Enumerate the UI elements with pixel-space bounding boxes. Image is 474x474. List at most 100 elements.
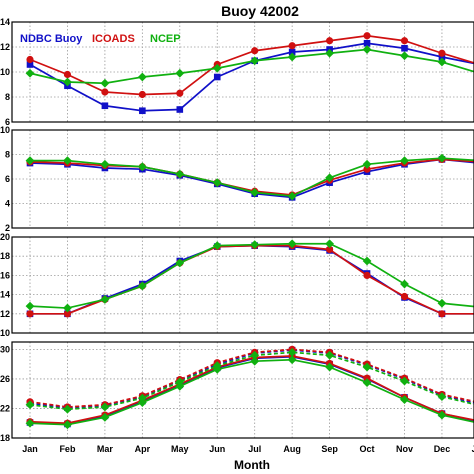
x-tick-label: Mar xyxy=(97,444,114,454)
y-tick-label: 30 xyxy=(0,344,10,354)
x-tick-label: Feb xyxy=(59,444,76,454)
point-icoads xyxy=(363,165,371,173)
point-icoads xyxy=(400,37,409,45)
point-icoads xyxy=(63,70,72,79)
x-tick-label: Apr xyxy=(135,444,151,454)
point-icoads xyxy=(326,245,334,254)
x-tick-label: Jan xyxy=(22,444,38,454)
point-ncep xyxy=(250,356,260,366)
point-ncep xyxy=(212,361,222,371)
point-ncep xyxy=(137,398,147,407)
y-tick-label: 4 xyxy=(5,199,10,209)
point-ncep xyxy=(287,355,297,365)
point-ndbc-buoy xyxy=(288,48,296,56)
point-ndbc-buoy xyxy=(213,73,221,81)
y-tick-label: 6 xyxy=(5,174,10,184)
chart-title: Buoy 42002 xyxy=(221,3,299,19)
x-tick-label: Dec xyxy=(434,444,451,454)
point-ncep xyxy=(437,153,447,163)
point-icoads xyxy=(363,374,371,382)
point-ncep xyxy=(25,418,35,428)
y-tick-label: 18 xyxy=(0,251,10,261)
point-ncep xyxy=(400,376,409,386)
point-ncep xyxy=(63,303,72,313)
legend-entry-ndbc-buoy: NDBC Buoy xyxy=(20,33,83,45)
point-ncep xyxy=(287,347,297,357)
point-ndbc-buoy xyxy=(438,53,446,61)
point-ncep xyxy=(400,51,409,61)
x-tick-label: May xyxy=(171,444,189,454)
panel-3: 10 12 14 16 18 20 xyxy=(0,232,474,338)
panel-frame xyxy=(11,21,474,123)
point-icoads xyxy=(400,292,409,301)
panel-frame xyxy=(11,129,474,229)
y-tick-label: 8 xyxy=(5,92,10,102)
point-icoads xyxy=(251,47,259,55)
point-icoads xyxy=(176,89,184,97)
x-tick-label: Jun xyxy=(209,444,225,454)
x-tick-label: Sep xyxy=(321,444,338,454)
panel-frame xyxy=(11,236,474,334)
point-icoads xyxy=(63,310,72,318)
point-ncep xyxy=(437,57,447,67)
point-ndbc-buoy xyxy=(363,39,371,47)
panel-frame xyxy=(11,341,474,439)
point-ncep xyxy=(175,169,185,179)
point-icoads xyxy=(438,49,446,57)
x-tick-label: Jan xyxy=(472,444,474,454)
point-ncep xyxy=(325,173,334,183)
y-tick-label: 18 xyxy=(0,433,10,443)
point-ncep xyxy=(175,68,185,78)
panel-series xyxy=(25,239,474,318)
point-ncep xyxy=(25,400,35,410)
point-ncep xyxy=(137,393,147,403)
series-line-ndbc-buoy xyxy=(29,355,474,425)
point-ncep xyxy=(362,362,372,372)
point-ncep xyxy=(287,52,297,62)
point-ncep xyxy=(212,241,222,251)
point-ncep xyxy=(287,191,297,201)
point-ncep xyxy=(325,362,334,372)
x-tick-label: Nov xyxy=(396,444,413,454)
point-ncep xyxy=(63,420,72,430)
y-tick-label: 12 xyxy=(0,42,10,52)
point-icoads xyxy=(26,55,34,64)
y-tick-label: 10 xyxy=(0,328,10,338)
point-ncep xyxy=(287,239,297,249)
y-tick-label: 16 xyxy=(0,270,10,280)
point-ncep xyxy=(250,350,260,360)
point-ncep xyxy=(400,395,409,404)
y-tick-label: 10 xyxy=(0,67,10,77)
y-tick-label: 12 xyxy=(0,309,10,319)
x-tick-label: Aug xyxy=(283,444,301,454)
point-ncep xyxy=(100,295,110,304)
y-tick-label: 14 xyxy=(0,17,10,27)
point-ncep xyxy=(212,63,222,73)
point-ncep xyxy=(25,301,35,311)
series-line-ndbc-buoy xyxy=(29,42,474,112)
point-ncep xyxy=(362,378,372,388)
x-tick-label: Jul xyxy=(248,444,261,454)
panel-series xyxy=(25,32,474,115)
point-ncep xyxy=(250,240,260,250)
panel-2: 2 4 6 8 10 xyxy=(0,125,474,233)
panel-4: 18 22 26 30 xyxy=(0,341,474,443)
x-axis-label: Month xyxy=(234,458,270,472)
point-icoads xyxy=(26,310,34,318)
point-icoads xyxy=(326,37,334,45)
point-ncep xyxy=(362,256,372,266)
point-ndbc-buoy xyxy=(139,107,146,115)
point-ndbc-buoy xyxy=(401,44,408,52)
y-tick-label: 20 xyxy=(0,232,10,242)
point-ncep xyxy=(250,56,260,66)
x-tick-label: Oct xyxy=(360,444,375,454)
point-ncep xyxy=(362,45,372,54)
point-ndbc-buoy xyxy=(101,102,109,110)
point-ncep xyxy=(100,402,110,412)
point-ncep xyxy=(437,298,447,308)
point-ncep xyxy=(175,381,185,391)
y-tick-label: 6 xyxy=(5,117,10,127)
y-tick-label: 14 xyxy=(0,290,10,300)
point-ncep xyxy=(212,178,222,188)
